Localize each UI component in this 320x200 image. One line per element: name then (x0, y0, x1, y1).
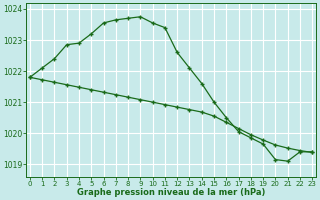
X-axis label: Graphe pression niveau de la mer (hPa): Graphe pression niveau de la mer (hPa) (77, 188, 265, 197)
